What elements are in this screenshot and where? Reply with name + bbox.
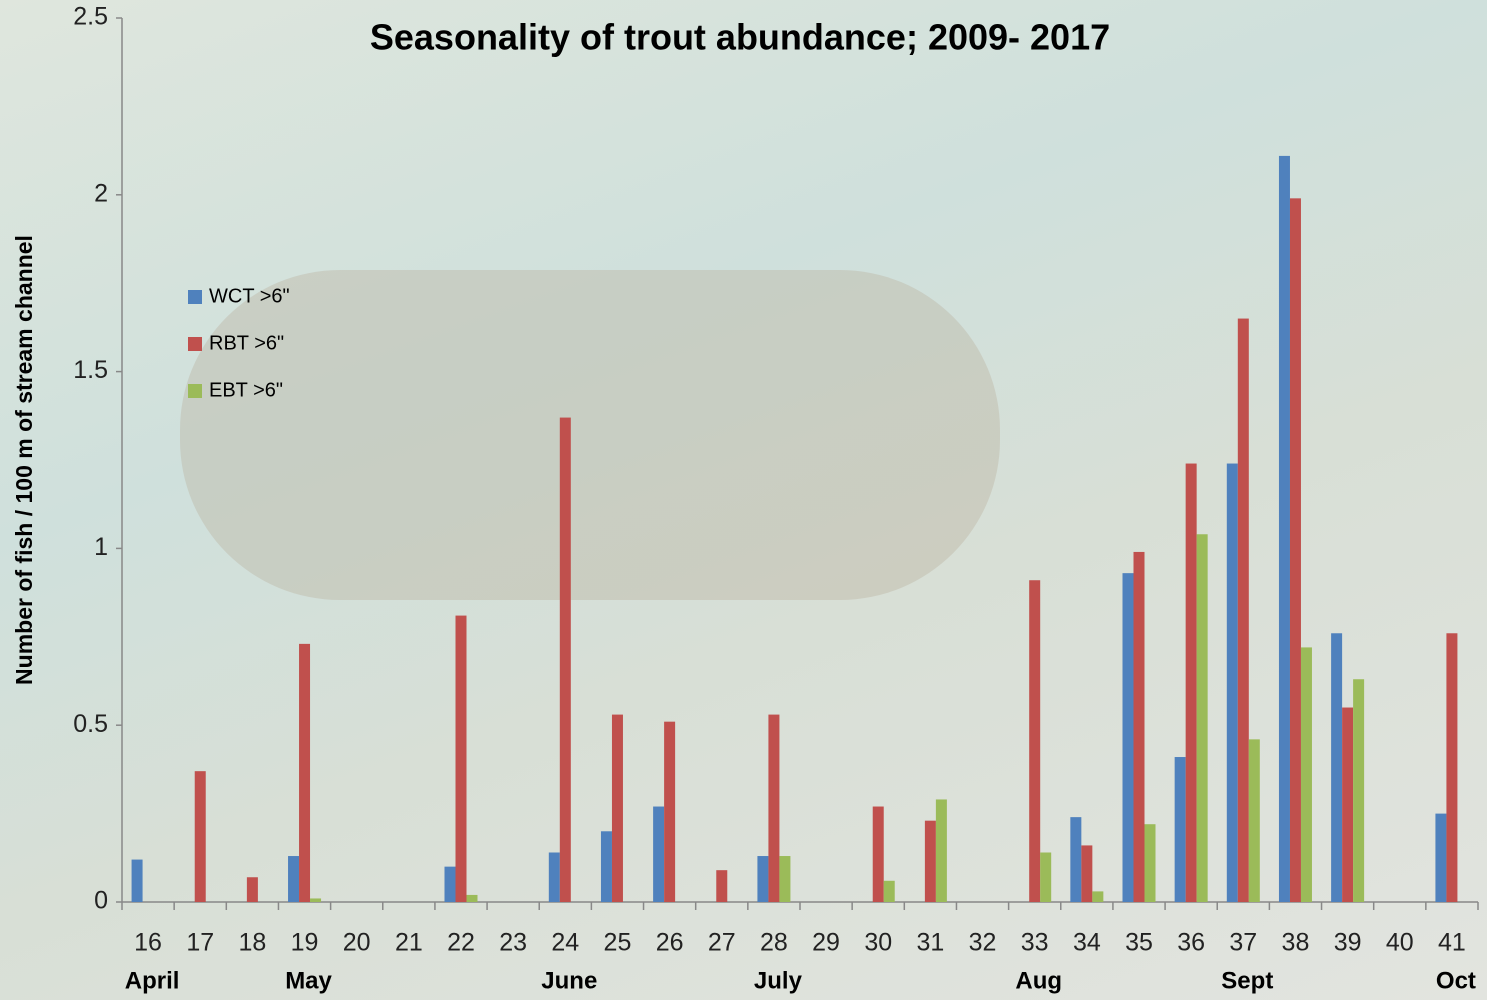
bar: [936, 799, 947, 902]
bar: [1029, 580, 1040, 902]
bar: [310, 898, 321, 902]
bar: [1123, 573, 1134, 902]
y-tick-label: 1: [94, 533, 108, 561]
x-tick-label: 40: [1386, 929, 1414, 957]
bar: [757, 856, 768, 902]
bar: [716, 870, 727, 902]
x-tick-label: 30: [864, 929, 892, 957]
bar: [925, 821, 936, 902]
x-tick-label: 22: [447, 929, 475, 957]
month-label: Oct: [1436, 967, 1476, 994]
x-tick-label: 26: [656, 929, 684, 957]
bar: [768, 715, 779, 902]
bar: [779, 856, 790, 902]
bar: [1238, 319, 1249, 902]
bar: [653, 807, 664, 902]
bar: [612, 715, 623, 902]
y-axis-label: Number of fish / 100 m of stream channel: [11, 235, 37, 685]
x-tick-label: 28: [760, 929, 788, 957]
month-label: May: [285, 967, 332, 994]
bar: [247, 877, 258, 902]
month-label: July: [754, 967, 803, 994]
bar: [884, 881, 895, 902]
bar: [299, 644, 310, 902]
month-label: April: [125, 967, 180, 994]
bar: [560, 418, 571, 902]
x-tick-label: 35: [1125, 929, 1153, 957]
y-tick-label: 0.5: [73, 710, 108, 738]
bar: [456, 616, 467, 902]
bar: [601, 831, 612, 902]
bar: [1249, 739, 1260, 902]
x-tick-label: 32: [969, 929, 997, 957]
x-tick-label: 36: [1177, 929, 1205, 957]
x-tick-label: 34: [1073, 929, 1101, 957]
x-tick-label: 27: [708, 929, 736, 957]
x-tick-label: 23: [499, 929, 527, 957]
bar: [1145, 824, 1156, 902]
x-tick-label: 16: [134, 929, 162, 957]
bar: [1175, 757, 1186, 902]
legend-label: RBT >6": [209, 332, 284, 354]
background-photo: [180, 270, 1000, 600]
y-tick-label: 1.5: [73, 356, 108, 384]
legend-swatch: [188, 290, 202, 304]
bar: [445, 867, 456, 902]
x-tick-label: 33: [1021, 929, 1049, 957]
bar: [549, 852, 560, 902]
bar: [1331, 633, 1342, 902]
x-tick-label: 25: [604, 929, 632, 957]
x-tick-label: 24: [551, 929, 579, 957]
x-tick-label: 39: [1334, 929, 1362, 957]
x-tick-label: 18: [238, 929, 266, 957]
x-tick-label: 41: [1438, 929, 1466, 957]
bar: [664, 722, 675, 902]
legend-label: EBT >6": [209, 379, 283, 401]
y-tick-label: 0: [94, 887, 108, 915]
legend-swatch: [188, 337, 202, 351]
bar: [195, 771, 206, 902]
y-tick-label: 2.5: [73, 3, 108, 31]
bar: [1279, 156, 1290, 902]
bar: [1301, 647, 1312, 902]
bar: [1186, 464, 1197, 902]
month-label: June: [541, 967, 597, 994]
bar: [1435, 814, 1446, 902]
bar: [132, 860, 143, 902]
bar: [1040, 852, 1051, 902]
chart: Seasonality of trout abundance; 2009- 20…: [0, 0, 1487, 1000]
legend-swatch: [188, 384, 202, 398]
bar: [1342, 708, 1353, 902]
bar: [1290, 198, 1301, 902]
bar: [1092, 891, 1103, 902]
bar: [1134, 552, 1145, 902]
bar: [467, 895, 478, 902]
x-tick-label: 31: [916, 929, 944, 957]
x-tick-label: 21: [395, 929, 423, 957]
x-tick-label: 17: [186, 929, 214, 957]
x-tick-label: 29: [812, 929, 840, 957]
chart-title: Seasonality of trout abundance; 2009- 20…: [370, 17, 1110, 58]
bar: [873, 807, 884, 902]
bar: [1197, 534, 1208, 902]
bar: [1227, 464, 1238, 902]
bar: [1446, 633, 1457, 902]
month-label: Aug: [1015, 967, 1062, 994]
bar: [1353, 679, 1364, 902]
bar: [1070, 817, 1081, 902]
bar: [288, 856, 299, 902]
x-tick-label: 20: [343, 929, 371, 957]
month-label: Sept: [1221, 967, 1273, 994]
bar: [1081, 845, 1092, 902]
x-tick-label: 19: [291, 929, 319, 957]
y-tick-label: 2: [94, 179, 108, 207]
legend-label: WCT >6": [209, 285, 290, 307]
x-tick-label: 38: [1282, 929, 1310, 957]
x-tick-label: 37: [1229, 929, 1257, 957]
